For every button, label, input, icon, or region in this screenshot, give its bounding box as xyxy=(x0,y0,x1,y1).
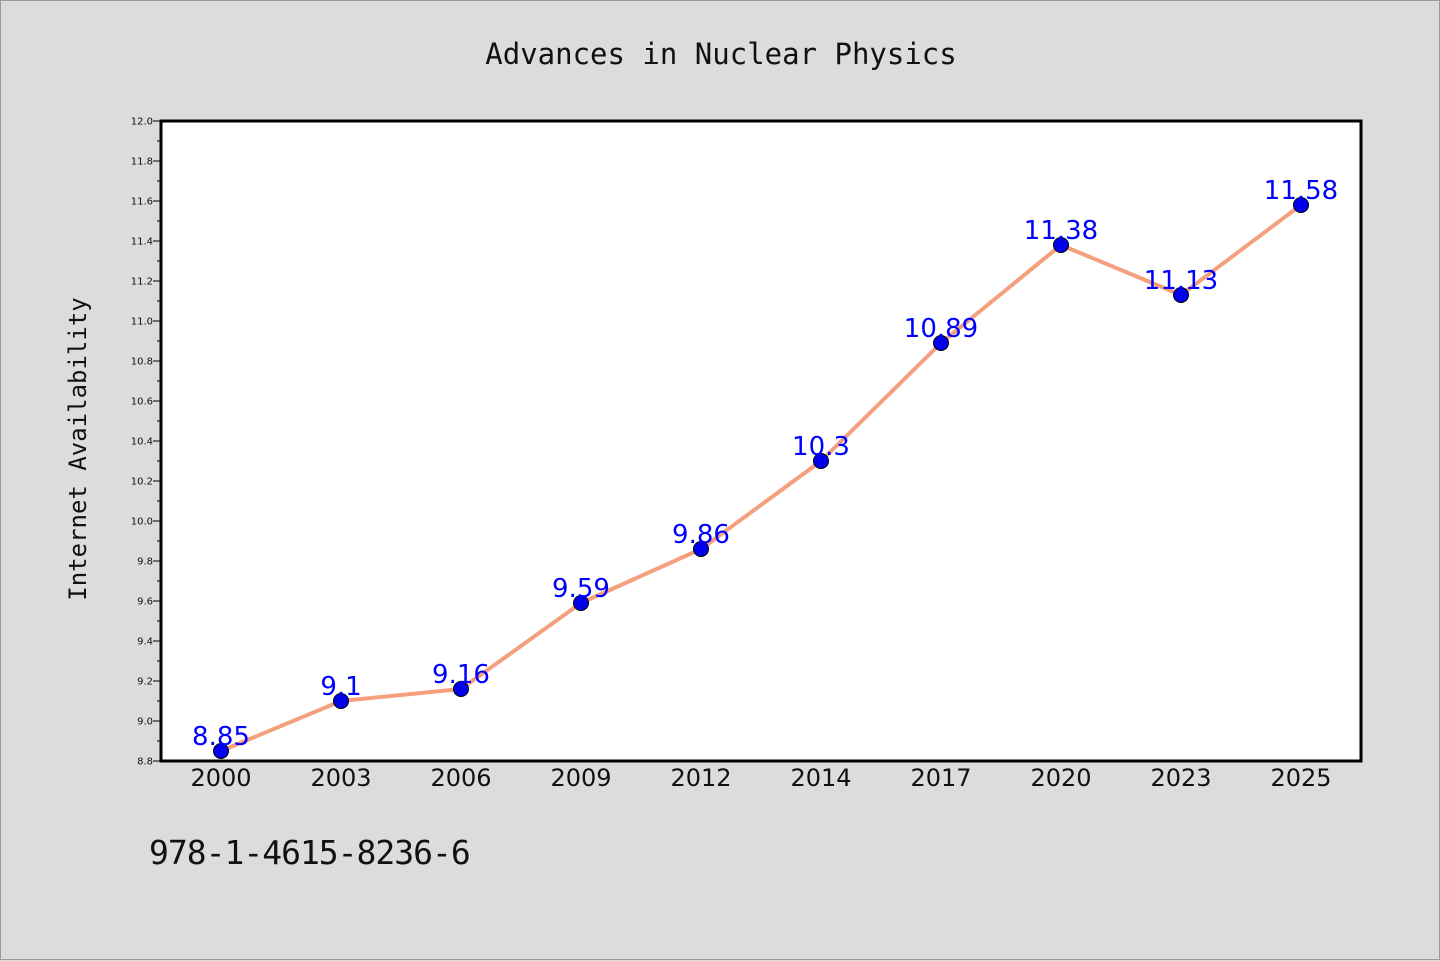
data-point xyxy=(933,335,949,351)
data-label: 9.1 xyxy=(320,672,361,702)
x-tick-label: 2023 xyxy=(1150,764,1211,792)
data-point xyxy=(213,743,229,759)
data-label: 9.59 xyxy=(552,574,610,604)
chart-title: Advances in Nuclear Physics xyxy=(485,37,956,71)
y-tick-label: 12.0 xyxy=(131,117,153,128)
y-tick-label: 11.8 xyxy=(131,157,153,168)
y-tick-label: 10.6 xyxy=(131,397,153,408)
x-tick-label: 2006 xyxy=(430,764,491,792)
data-label: 8.85 xyxy=(192,722,250,752)
y-axis-label: Internet Availability xyxy=(64,297,92,600)
data-label: 9.16 xyxy=(432,660,490,690)
y-tick-label: 10.4 xyxy=(131,437,153,448)
y-tick-label: 10.2 xyxy=(131,477,153,488)
y-tick-label: 9.8 xyxy=(137,557,153,568)
x-tick-label: 2020 xyxy=(1030,764,1091,792)
x-tick-label: 2000 xyxy=(190,764,251,792)
data-point xyxy=(813,453,829,469)
y-tick-label: 11.4 xyxy=(131,237,153,248)
data-point xyxy=(693,541,709,557)
y-tick-label: 9.2 xyxy=(137,677,153,688)
plot-area xyxy=(161,121,1361,761)
plot-frame xyxy=(159,119,1363,763)
data-label: 11.13 xyxy=(1144,266,1218,296)
y-tick-label: 11.2 xyxy=(131,277,153,288)
data-label: 11.38 xyxy=(1024,216,1098,246)
y-tick-label: 11.6 xyxy=(131,197,153,208)
x-tick-label: 2017 xyxy=(910,764,971,792)
data-label: 10.89 xyxy=(904,314,978,344)
data-point xyxy=(1293,197,1309,213)
x-tick-label: 2025 xyxy=(1270,764,1331,792)
data-label: 11.58 xyxy=(1264,176,1338,206)
data-point xyxy=(333,693,349,709)
data-point xyxy=(1053,237,1069,253)
y-axis: 8.8 9.0 9.2 9.4 9.6 9.8 10.0 10.2 10.4 10.6 10.8 11… xyxy=(131,117,161,768)
data-point xyxy=(573,595,589,611)
data-point xyxy=(1173,287,1189,303)
y-tick-label: 9.0 xyxy=(137,717,153,728)
x-tick-label: 2012 xyxy=(670,764,731,792)
data-markers xyxy=(213,197,1309,759)
y-tick-label: 10.8 xyxy=(131,357,153,368)
data-point xyxy=(453,681,469,697)
x-axis: 2000 2003 2006 2009 2012 2014 2017 2020 2023 2025 xyxy=(190,764,1331,792)
x-tick-label: 2009 xyxy=(550,764,611,792)
y-tick-label: 8.8 xyxy=(137,757,153,768)
data-label: 9.86 xyxy=(672,520,730,550)
x-tick-label: 2003 xyxy=(310,764,371,792)
series-line xyxy=(220,203,1303,753)
y-tick-label: 9.4 xyxy=(137,637,153,648)
y-tick-label: 10.0 xyxy=(131,517,153,528)
footnote-text: 978-1-4615-8236-6 xyxy=(149,833,471,872)
x-tick-label: 2014 xyxy=(790,764,851,792)
y-tick-label: 11.0 xyxy=(131,317,153,328)
data-label: 10.3 xyxy=(792,432,850,462)
data-labels: 8.85 9.1 9.16 9.59 9.86 10.3 10.89 11.38 11.13 11… xyxy=(192,176,1338,752)
y-tick-label: 9.6 xyxy=(137,597,153,608)
